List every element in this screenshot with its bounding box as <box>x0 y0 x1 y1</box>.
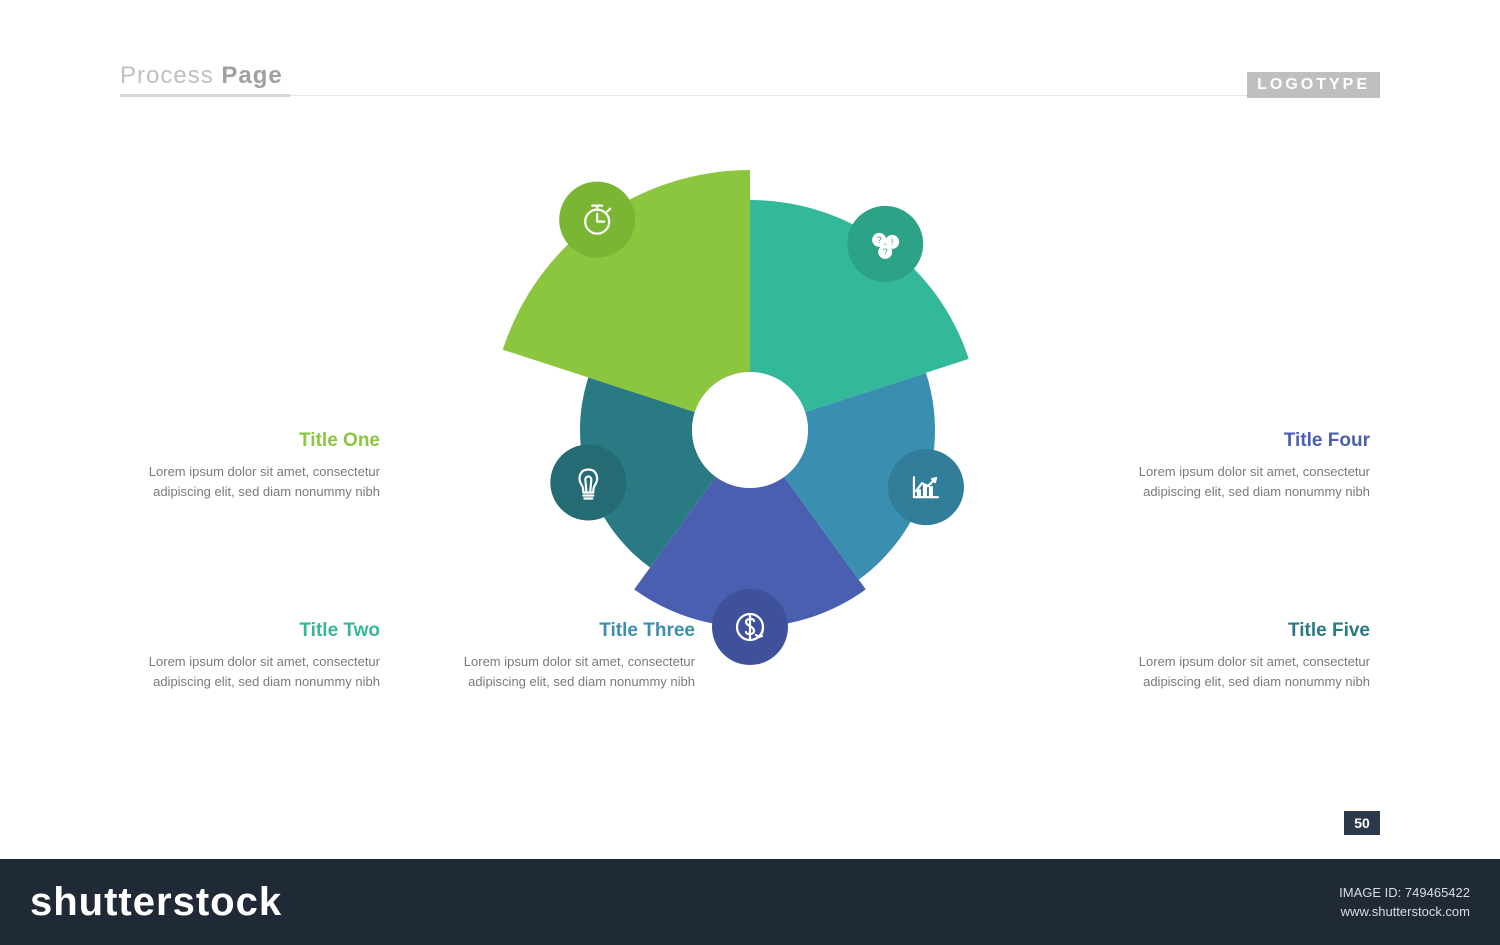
item-title: Title One <box>130 430 380 452</box>
footer-brand: shutterstock <box>30 880 282 925</box>
item-desc: Lorem ipsum dolor sit amet, consectetur … <box>445 652 695 692</box>
text-block-2: Title Two Lorem ipsum dolor sit amet, con… <box>130 620 380 692</box>
bulb-icon-badge <box>550 445 626 521</box>
text-block-3: Title Three Lorem ipsum dolor sit amet, c… <box>445 620 695 692</box>
text-block-4: Title Four Lorem ipsum dolor sit amet, co… <box>1120 430 1370 502</box>
text-block-1: Title One Lorem ipsum dolor sit amet, con… <box>130 430 380 502</box>
page-title-word2: Page <box>221 62 282 89</box>
logotype-badge: LOGOTYPE <box>1247 72 1380 98</box>
chat-icon-badge <box>847 206 923 282</box>
item-desc: Lorem ipsum dolor sit amet, consectetur … <box>1120 462 1370 502</box>
svg-text:?: ? <box>877 235 882 245</box>
page-title-word1: Process <box>120 62 214 89</box>
slide-header: Process Page LOGOTYPE <box>120 62 1380 90</box>
footer-image-id: IMAGE ID: 749465422 <box>1339 883 1470 903</box>
item-title: Title Two <box>130 620 380 642</box>
footer-site: www.shutterstock.com <box>1339 902 1470 922</box>
item-desc: Lorem ipsum dolor sit amet, consectetur … <box>1120 652 1370 692</box>
svg-text:?: ? <box>883 247 888 257</box>
title-rule <box>290 95 1250 96</box>
page-number-badge: 50 <box>1344 811 1380 835</box>
item-title: Title Five <box>1120 620 1370 642</box>
page-title: Process Page <box>120 62 283 90</box>
footer-bar: shutterstock IMAGE ID: 749465422 www.shu… <box>0 859 1500 945</box>
item-desc: Lorem ipsum dolor sit amet, consectetur … <box>130 462 380 502</box>
title-underline <box>120 94 290 97</box>
footer-meta: IMAGE ID: 749465422 www.shutterstock.com <box>1339 883 1470 922</box>
text-block-5: Title Five Lorem ipsum dolor sit amet, co… <box>1120 620 1370 692</box>
item-desc: Lorem ipsum dolor sit amet, consectetur … <box>130 652 380 692</box>
item-title: Title Three <box>445 620 695 642</box>
item-title: Title Four <box>1120 430 1370 452</box>
svg-text:!: ! <box>891 237 894 247</box>
